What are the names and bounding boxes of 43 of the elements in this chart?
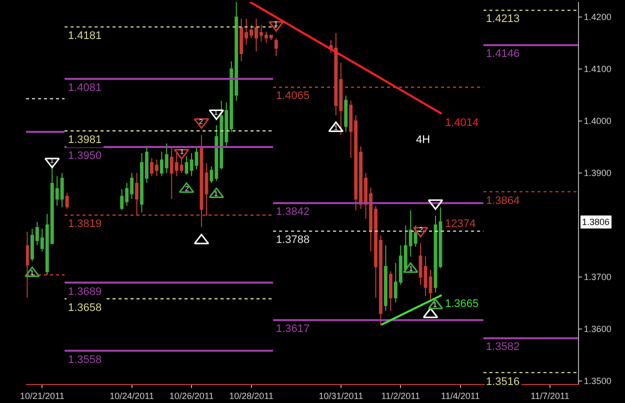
annotation: 1.3558 (68, 354, 102, 366)
annotation: 1.4146 (486, 48, 520, 60)
x-tick-label: 10/26/2011 (169, 390, 214, 401)
annotation: 1.3788 (276, 234, 310, 246)
annotation: 1.3665 (445, 298, 479, 310)
annotation: 1.4213 (486, 13, 520, 25)
candlestick (388, 270, 392, 312)
y-tick-label: 1.3500 (584, 376, 612, 386)
x-tick-label: 10/24/2011 (110, 390, 154, 401)
candlestick (274, 38, 278, 57)
annotation: 1.3516 (486, 376, 520, 388)
y-tick-label: 1.3600 (584, 324, 612, 334)
annotation: 1.3819 (68, 218, 102, 230)
annotation: 1.4181 (68, 30, 102, 42)
candlestick (65, 192, 69, 210)
candlestick (344, 95, 348, 132)
annotation: 1.3950 (68, 150, 102, 162)
x-tick-label: 10/21/2011 (20, 390, 64, 401)
annotation: 1.3658 (68, 302, 102, 314)
y-tick-label: 1.4000 (584, 116, 612, 126)
text: 1.3806 (582, 217, 610, 227)
candlestick (438, 206, 442, 269)
annotation: 4H (416, 134, 430, 146)
annotation: 1.4065 (276, 90, 310, 102)
annotation: 1.3617 (276, 323, 310, 335)
x-tick-label: 11/2/2011 (381, 390, 420, 401)
annotation: 1.3864 (486, 195, 520, 207)
annotation: 1.4014 (445, 117, 479, 129)
y-tick-label: 1.4100 (584, 64, 612, 74)
candlestick (384, 244, 388, 312)
annotation: 1.3981 (68, 134, 102, 146)
annotation: 1.4081 (68, 82, 102, 94)
annotation: 1.3842 (276, 206, 310, 218)
annotation: 1.3689 (68, 286, 102, 298)
annotation: 1.3582 (486, 341, 520, 353)
y-tick-label: 1.3900 (584, 168, 612, 178)
x-tick-label: 11/4/2011 (441, 390, 480, 401)
x-tick-label: 10/31/2011 (318, 390, 364, 401)
x-tick-label: 10/28/2011 (229, 390, 274, 401)
x-tick-label: 11/7/2011 (530, 390, 570, 401)
annotation: 12374 (445, 218, 476, 230)
y-tick-label: 1.4200 (584, 12, 612, 22)
y-tick-label: 1.3700 (584, 272, 612, 282)
